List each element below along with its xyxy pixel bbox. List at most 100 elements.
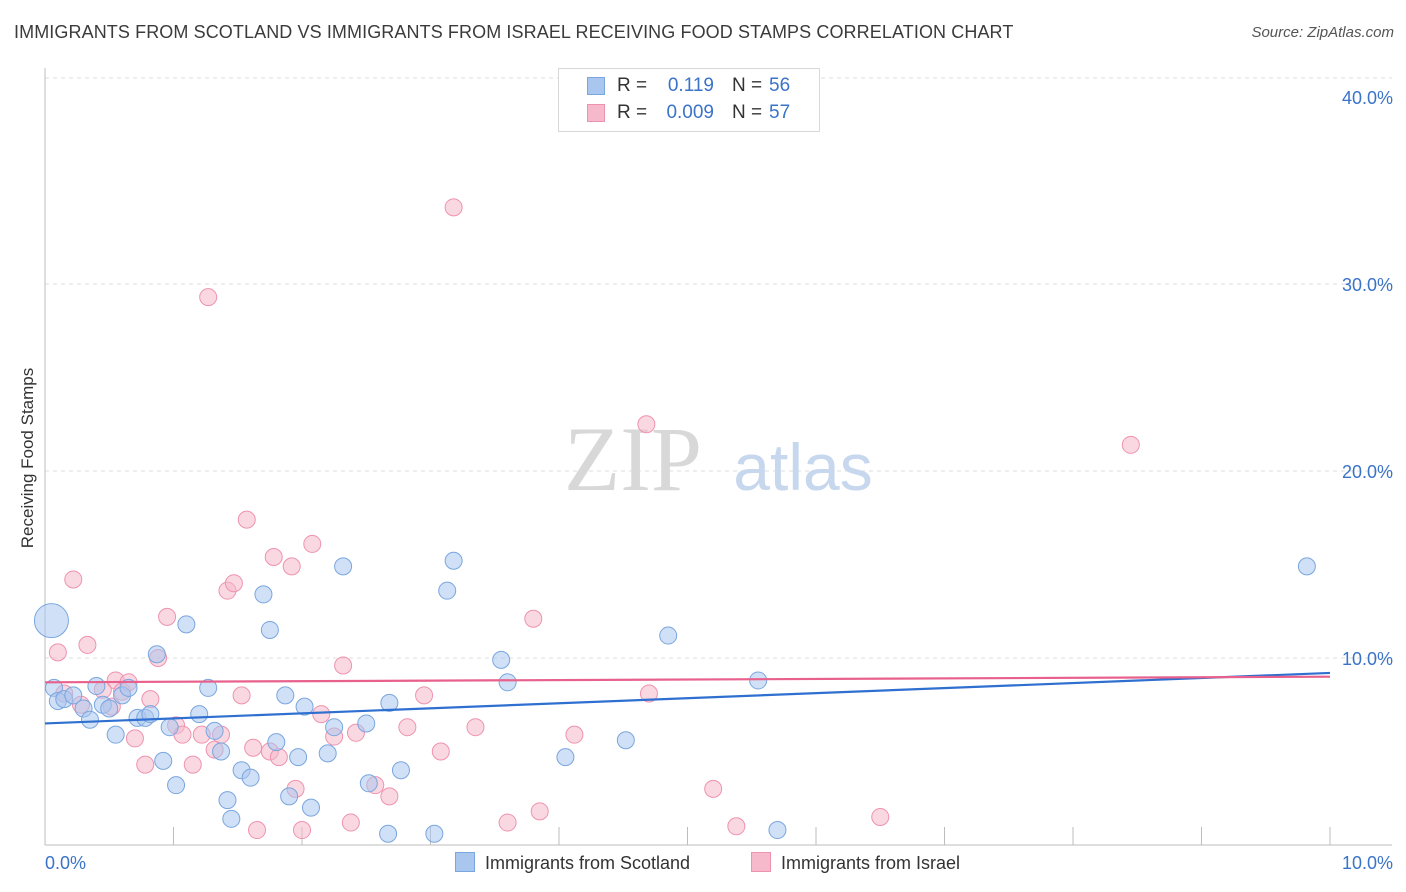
israel-point <box>637 415 656 434</box>
israel-point <box>199 288 218 307</box>
israel-point <box>498 813 517 832</box>
israel-point <box>303 534 322 553</box>
scotland-point <box>768 821 787 840</box>
stats-row-israel: R = 0.009 N = 57 <box>559 100 819 126</box>
n-label: N = <box>732 102 763 123</box>
israel-point <box>415 686 434 705</box>
legend-label-scotland: Immigrants from Scotland <box>485 853 691 873</box>
israel-point <box>282 557 301 576</box>
israel-point <box>312 705 331 724</box>
scotland-point <box>438 581 457 600</box>
scotland-point <box>160 718 179 737</box>
scotland-swatch <box>587 77 605 95</box>
scotland-point <box>301 798 320 817</box>
scotland-point <box>119 678 138 697</box>
r-value: 0.009 <box>666 102 714 123</box>
scotland-point <box>425 824 444 843</box>
scotland-point <box>444 551 463 570</box>
scotland-point <box>280 787 299 806</box>
israel-point <box>136 755 155 774</box>
scotland-point <box>295 697 314 716</box>
israel-point <box>78 635 97 654</box>
legend-item-scotland: Immigrants from Scotland <box>455 852 690 874</box>
scotland-point <box>33 603 69 639</box>
israel-point <box>269 748 288 767</box>
israel-point <box>431 742 450 761</box>
y-tick-label: 40.0% <box>1342 88 1393 108</box>
scotland-point <box>190 705 209 724</box>
legend-label-israel: Immigrants from Israel <box>781 853 961 873</box>
scotland-point <box>1297 557 1316 576</box>
r-label: R = <box>617 102 648 123</box>
scotland-point <box>276 686 295 705</box>
israel-point <box>158 607 177 626</box>
scotland-point <box>147 645 166 664</box>
israel-swatch <box>587 104 605 122</box>
israel-point <box>530 802 549 821</box>
israel-point <box>380 787 399 806</box>
r-label: R = <box>617 75 648 96</box>
y-tick-label: 20.0% <box>1342 462 1393 482</box>
scotland-point <box>659 626 678 645</box>
scotland-point <box>380 693 399 712</box>
scotland-point <box>379 824 398 843</box>
chart-title: IMMIGRANTS FROM SCOTLAND VS IMMIGRANTS F… <box>14 22 1014 42</box>
scotland-point <box>492 650 511 669</box>
n-label: N = <box>732 75 763 96</box>
scotland-point <box>241 768 260 787</box>
israel-point <box>565 725 584 744</box>
x-tick-label-min: 0.0% <box>45 853 86 873</box>
scotland-point <box>154 751 173 770</box>
scotland-point <box>87 677 106 696</box>
scotland-point <box>80 710 99 729</box>
r-value: 0.119 <box>667 75 714 96</box>
scotland-point <box>260 620 279 639</box>
israel-point <box>48 643 67 662</box>
y-axis-label: Receiving Food Stamps <box>18 367 37 549</box>
n-value: 57 <box>769 102 791 123</box>
scotland-point <box>64 686 83 705</box>
israel-point <box>183 755 202 774</box>
israel-point <box>524 609 543 628</box>
scotland-point <box>318 744 337 763</box>
scotland-trend-line <box>44 671 1331 725</box>
legend-swatch-israel <box>751 852 771 872</box>
scotland-point <box>357 714 376 733</box>
scotland-point <box>749 671 768 690</box>
israel-point <box>224 574 243 593</box>
legend-item-israel: Immigrants from Israel <box>751 852 960 874</box>
israel-point <box>444 198 463 217</box>
scotland-point <box>218 791 237 810</box>
israel-point <box>639 684 658 703</box>
scotland-point <box>205 721 224 740</box>
scotland-point <box>254 585 273 604</box>
israel-point <box>727 817 746 836</box>
scotland-point <box>556 748 575 767</box>
israel-point <box>232 686 251 705</box>
israel-point <box>64 570 83 589</box>
legend-swatch-scotland <box>455 852 475 872</box>
watermark: ZIP atlas <box>564 408 873 510</box>
scotland-point <box>616 731 635 750</box>
israel-point <box>341 813 360 832</box>
israel-point <box>264 548 283 567</box>
watermark-atlas: atlas <box>733 430 872 504</box>
israel-trend-line <box>44 675 1331 684</box>
israel-point <box>1121 435 1140 454</box>
israel-point <box>466 718 485 737</box>
y-tick-label: 10.0% <box>1342 649 1393 669</box>
israel-point <box>871 807 890 826</box>
israel-point <box>141 690 160 709</box>
scotland-point <box>289 748 308 767</box>
x-tick-label-max: 10.0% <box>1342 853 1393 873</box>
israel-point <box>334 656 353 675</box>
israel-point <box>293 821 311 840</box>
stats-row-scotland: R = 0.119 N = 56 <box>559 73 819 99</box>
scotland-point <box>199 678 218 697</box>
israel-point <box>704 779 723 798</box>
scotland-point <box>359 774 378 793</box>
scotland-point <box>334 557 353 576</box>
scotland-point <box>100 699 119 718</box>
scotland-point <box>391 761 410 780</box>
